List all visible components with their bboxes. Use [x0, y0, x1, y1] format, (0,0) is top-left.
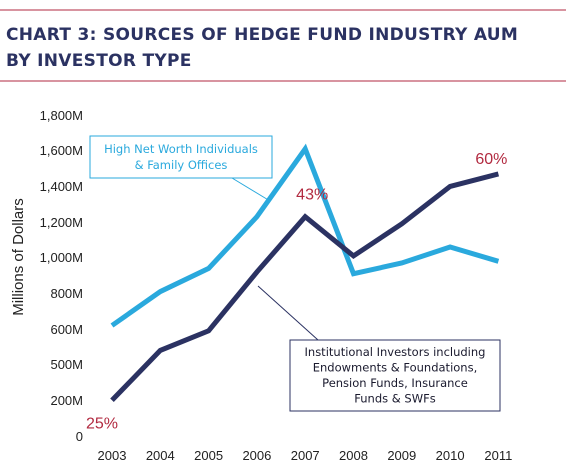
annotations: High Net Worth Individuals & Family Offic… [89, 135, 501, 412]
inst-callout-text: Endowments & Foundations, [313, 361, 477, 375]
inst-callout-leader [257, 285, 319, 341]
x-tick-label: 2003 [98, 448, 127, 463]
series-line-hnw [110, 143, 500, 328]
hnw-callout-box [89, 135, 273, 179]
x-tick-label: 2005 [194, 448, 223, 463]
inst-callout-box [289, 339, 501, 412]
axis-ticks: 0 200M 500M 600M 800M 1,000M 1,200M 1,400M 1,600… [40, 108, 513, 463]
series-line-inst [110, 171, 500, 403]
y-tick-label: 800M [50, 286, 83, 301]
x-tick-label: 2004 [146, 448, 175, 463]
x-tick-label: 2008 [339, 448, 368, 463]
hnw-callout-text: & Family Offices [135, 158, 228, 172]
x-tick-label: 2009 [387, 448, 416, 463]
x-tick-label: 2007 [291, 448, 320, 463]
inst-callout-text: Institutional Investors including [305, 345, 486, 359]
y-tick-label: 600M [50, 322, 83, 337]
chart-title-line-1: CHART 3: SOURCES OF HEDGE FUND INDUSTRY … [6, 25, 518, 45]
y-tick-label: 1,400M [40, 179, 83, 194]
series-lines [110, 143, 500, 403]
x-tick-label: 2011 [484, 448, 512, 463]
y-tick-label: 0 [76, 429, 83, 444]
hnw-callout-text: High Net Worth Individuals [104, 142, 258, 156]
hnw-callout-leader [231, 177, 271, 202]
inst-callout-text: Pension Funds, Insurance [322, 376, 468, 390]
y-tick-label: 1,200M [40, 215, 83, 230]
y-tick-label: 1,000M [40, 250, 83, 265]
data-label-pct: 25% [86, 415, 118, 432]
inst-callout-text: Funds & SWFs [354, 392, 435, 406]
y-tick-label: 500M [50, 357, 83, 372]
y-axis-label: Millions of Dollars [10, 198, 27, 316]
y-tick-label: 1,600M [40, 143, 83, 158]
x-tick-label: 2010 [436, 448, 465, 463]
data-label-pct: 43% [296, 187, 328, 204]
chart-title-line-2: BY INVESTOR TYPE [6, 51, 192, 71]
y-tick-label: 200M [50, 393, 83, 408]
y-tick-label: 1,800M [40, 108, 83, 123]
data-label-pct: 60% [475, 151, 507, 168]
x-tick-label: 2006 [242, 448, 271, 463]
data-labels: 25% 43% 60% [86, 151, 507, 432]
